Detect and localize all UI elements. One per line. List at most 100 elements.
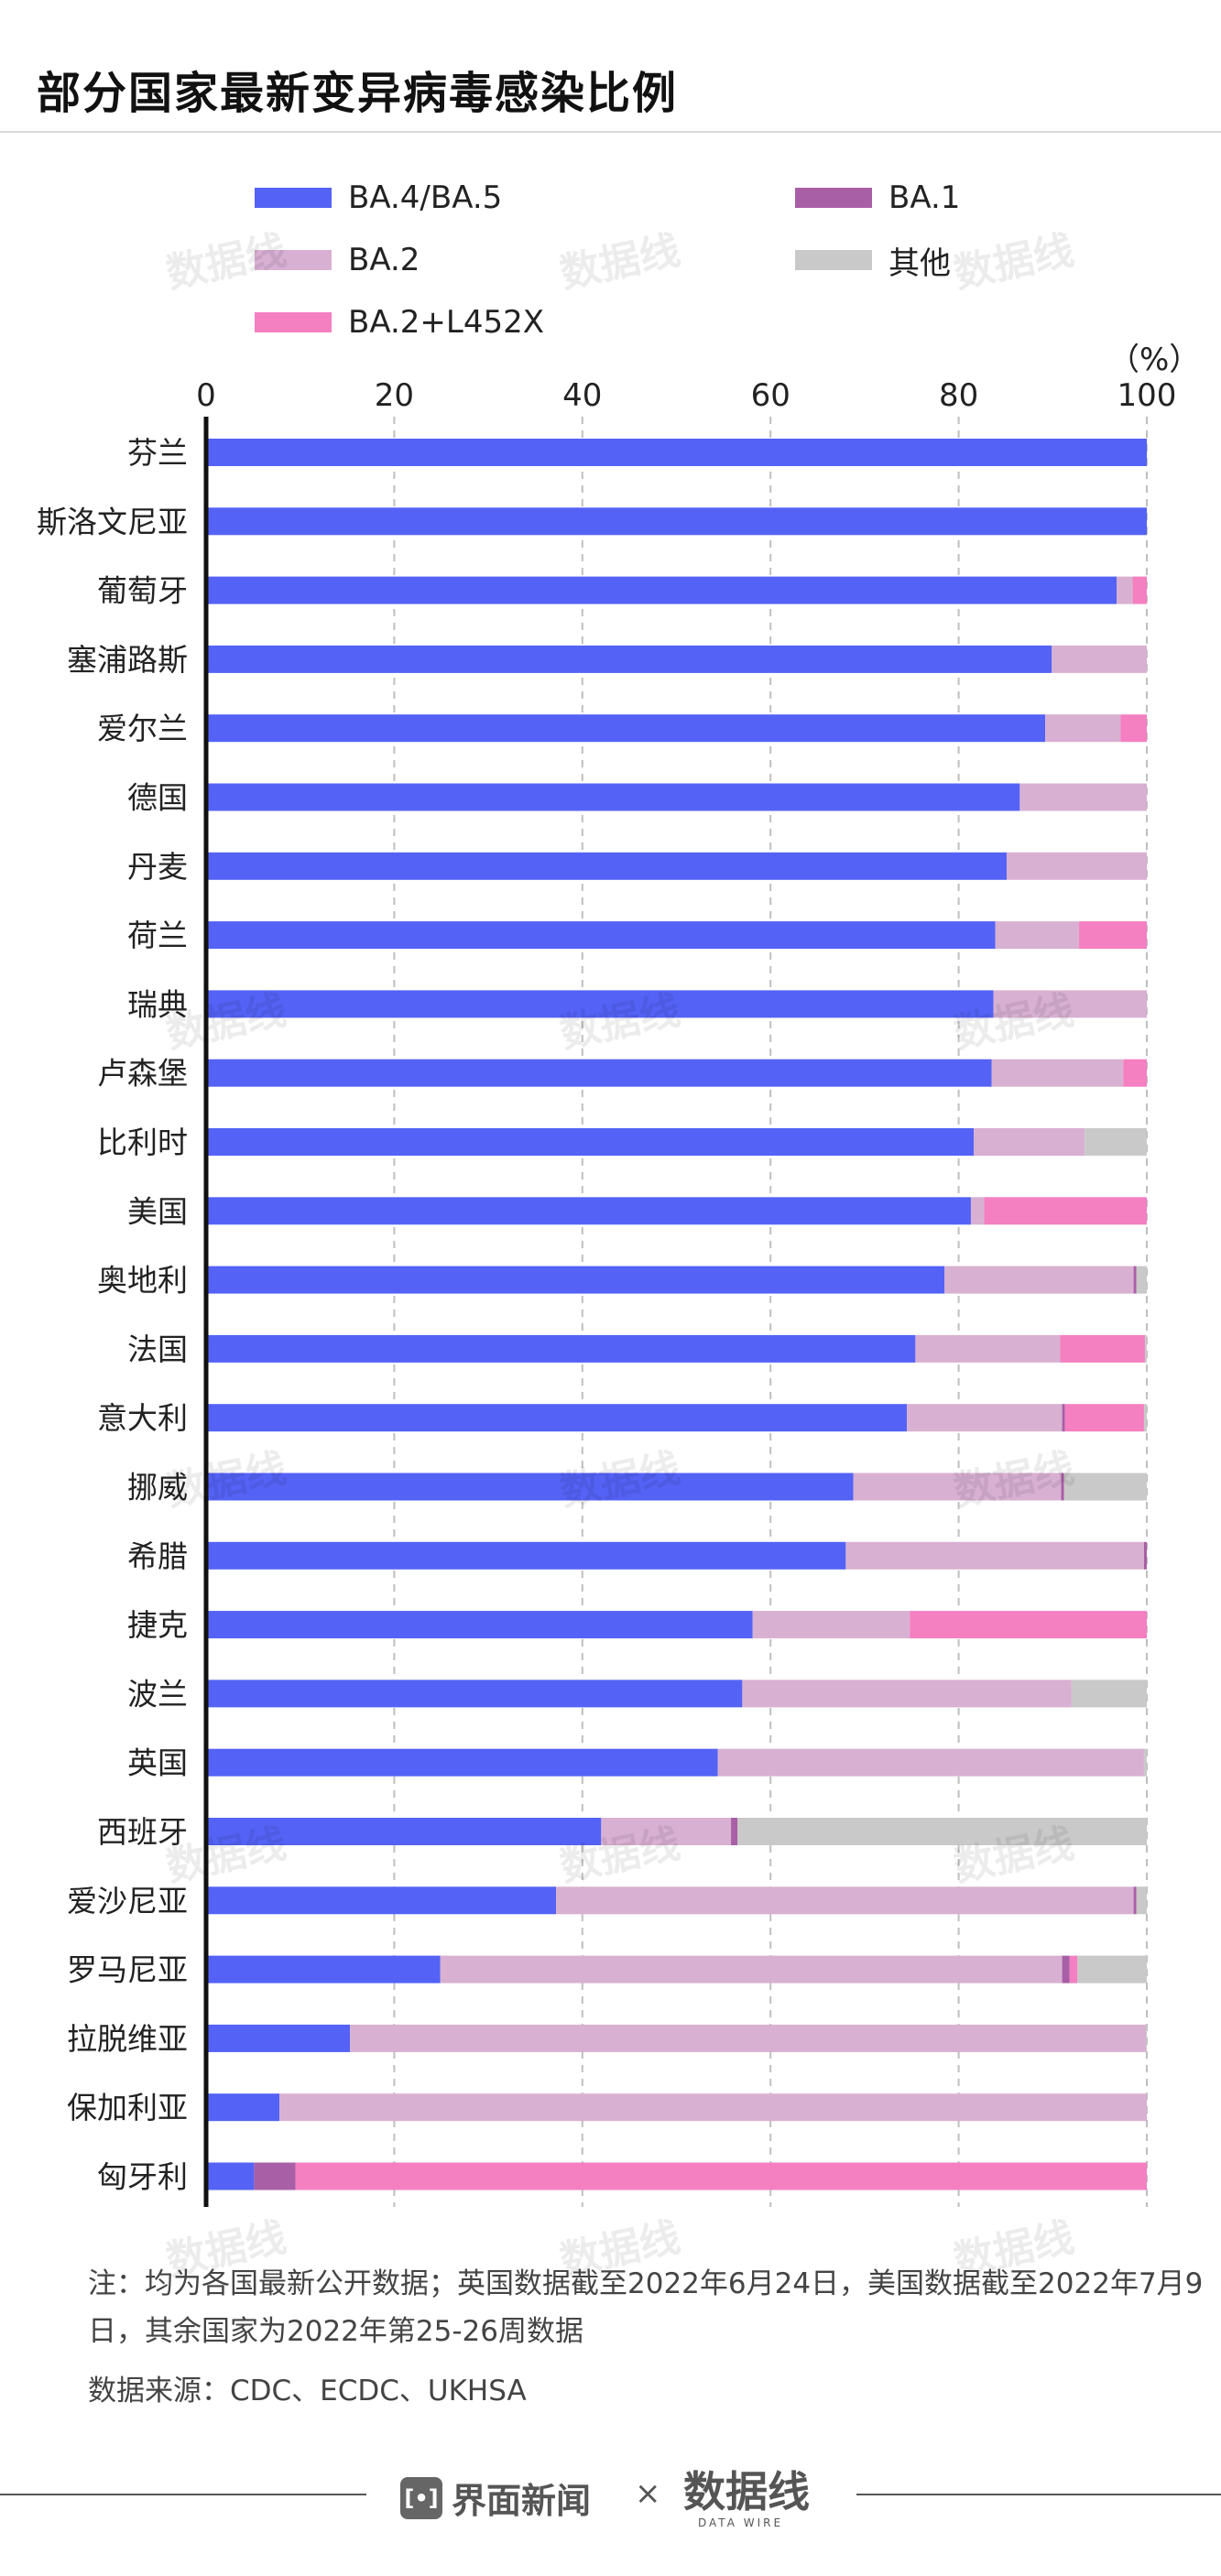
bar-segment-other [1143,1404,1147,1432]
bar-segment-ba45 [206,1955,441,1984]
category-label: 西班牙 [97,1814,188,1850]
category-label: 波兰 [127,1676,188,1712]
category-label: 芬兰 [127,435,188,471]
bar-segment-ba45 [206,1818,602,1845]
chart-note: 注：均为各国最新公开数据；英国数据截至2022年6月24日，美国数据截至2022… [88,2267,1204,2348]
category-label: 荷兰 [127,918,188,953]
x-tick-label: 60 [751,377,790,414]
bar-segment-other [1077,1955,1147,1984]
bar-segment-ba2 [742,1679,1072,1708]
bar-segment-other [1136,1886,1147,1915]
bar-segment-l452x [984,1197,1147,1225]
publisher-name: 界面新闻 [452,2481,592,2521]
brand-logo: 数据线 DATA WIRE [683,2467,810,2529]
bar-segment-ba45 [206,1334,916,1363]
category-label: 拉脱维亚 [67,2021,188,2057]
bar-segment-ba45 [206,1679,743,1708]
x-tick-label: 20 [375,377,414,414]
bar-segment-ba45 [206,714,1046,743]
bar-segment-l452x [1060,1334,1145,1363]
bar-segment-ba2 [717,1748,1144,1777]
bar-segment-ba2 [915,1334,1061,1363]
bar-segment-ba2 [991,1059,1124,1087]
bar-segment-ba1 [1133,1266,1137,1294]
category-label: 捷克 [127,1607,188,1643]
bar-segment-other [1071,1679,1147,1708]
bar-segment-other [1136,1266,1147,1294]
category-label: 保加利亚 [67,2090,188,2125]
bar-segment-ba1 [254,2162,296,2190]
bar-segment-ba45 [206,576,1117,604]
bar-segment-l452x [1123,1059,1147,1087]
bar-segment-ba45 [206,1128,975,1156]
bar-segment-l452x [1120,714,1147,743]
bar-segment-ba2 [993,990,1147,1018]
bar-segment-ba45 [206,1473,854,1501]
bar-segment-ba45 [206,2024,351,2052]
category-label: 英国 [127,1745,188,1781]
bar-segment-ba2 [601,1818,732,1845]
bar-segment-ba2 [845,1541,1144,1570]
bar-segment-other [737,1818,1147,1845]
title-divider [0,131,1221,133]
bar-segment-other [1144,1334,1147,1363]
bar-segment-ba2 [907,1404,1063,1432]
category-label: 罗马尼亚 [67,1952,188,1988]
bar-segment-other [1085,1128,1147,1156]
category-label: 德国 [127,780,188,816]
bar-segment-ba45 [206,1059,992,1087]
category-label: 卢森堡 [97,1056,188,1092]
publisher-logo-icon: [•] [400,2476,442,2519]
bar-segment-l452x [1064,1404,1144,1432]
bar-segment-ba2 [752,1611,910,1639]
legend-label-ba2: BA.2 [348,242,420,278]
category-label: 法国 [127,1331,188,1367]
category-label: 瑞典 [127,986,188,1022]
data-source: 数据来源：CDC、ECDC、UKHSA [88,2375,527,2408]
bar-segment-ba2 [974,1128,1085,1156]
bar-segment-ba45 [206,2162,255,2190]
bar-segment-ba1 [1061,1473,1064,1501]
category-label: 希腊 [127,1538,188,1574]
legend-label-other: 其他 [888,245,951,282]
x-tick-label: 100 [1117,377,1177,414]
bar-segment-ba2 [1019,783,1147,811]
bar-segment-ba2 [1006,852,1147,880]
legend-item-other: 其他 [795,242,951,282]
legend-label-ba1: BA.1 [888,179,961,216]
bar-segment-ba1 [1133,1886,1137,1915]
bar-segment-ba2 [440,1955,1063,1984]
bar-segment-ba45 [206,1886,557,1915]
bar-segment-other [1145,2024,1147,2052]
bar-segment-ba45 [206,852,1007,880]
category-label: 爱尔兰 [97,711,188,746]
stacked-bar-chart: 0 20 40 60 80 100 芬兰斯洛文尼亚葡萄牙塞浦路斯爱尔兰德国丹麦荷兰瑞典卢森堡… [37,377,1177,2207]
bar-segment-ba45 [206,921,996,950]
x-tick-label: 80 [939,377,978,414]
bar-segment-ba45 [206,1404,908,1432]
bar-segment-l452x [910,1611,1147,1639]
bar-segment-ba2 [970,1197,985,1225]
legend-item-ba1: BA.1 [795,179,960,216]
bar-segment-ba2 [279,2093,1148,2122]
bar-segment-ba45 [206,1197,971,1225]
category-label: 美国 [127,1193,188,1229]
legend-item-l452x: BA.2+L452X [255,304,544,341]
category-label: 比利时 [97,1125,188,1160]
legend-item-ba2: BA.2 [255,242,420,278]
bar-segment-l452x [1079,921,1147,950]
legend-label-ba45: BA.4/BA.5 [348,179,503,216]
bar-segment-ba45 [206,1611,753,1639]
legend-label-l452x: BA.2+L452X [348,304,545,341]
legend-swatch-l452x [255,312,332,332]
footer-divider-left [0,2494,366,2495]
brand-logo-subtext: DATA WIRE [698,2516,783,2529]
legend-swatch-ba1 [795,188,872,208]
bar-segment-l452x [1069,1955,1078,1984]
bar-segment-ba2 [1052,645,1147,673]
bar-segment-ba2 [1117,576,1133,604]
brand-logo-text: 数据线 [683,2467,810,2516]
legend-swatch-ba45 [255,188,332,208]
bar-segment-ba45 [206,507,1147,536]
bar-segment-ba1 [731,1818,738,1845]
